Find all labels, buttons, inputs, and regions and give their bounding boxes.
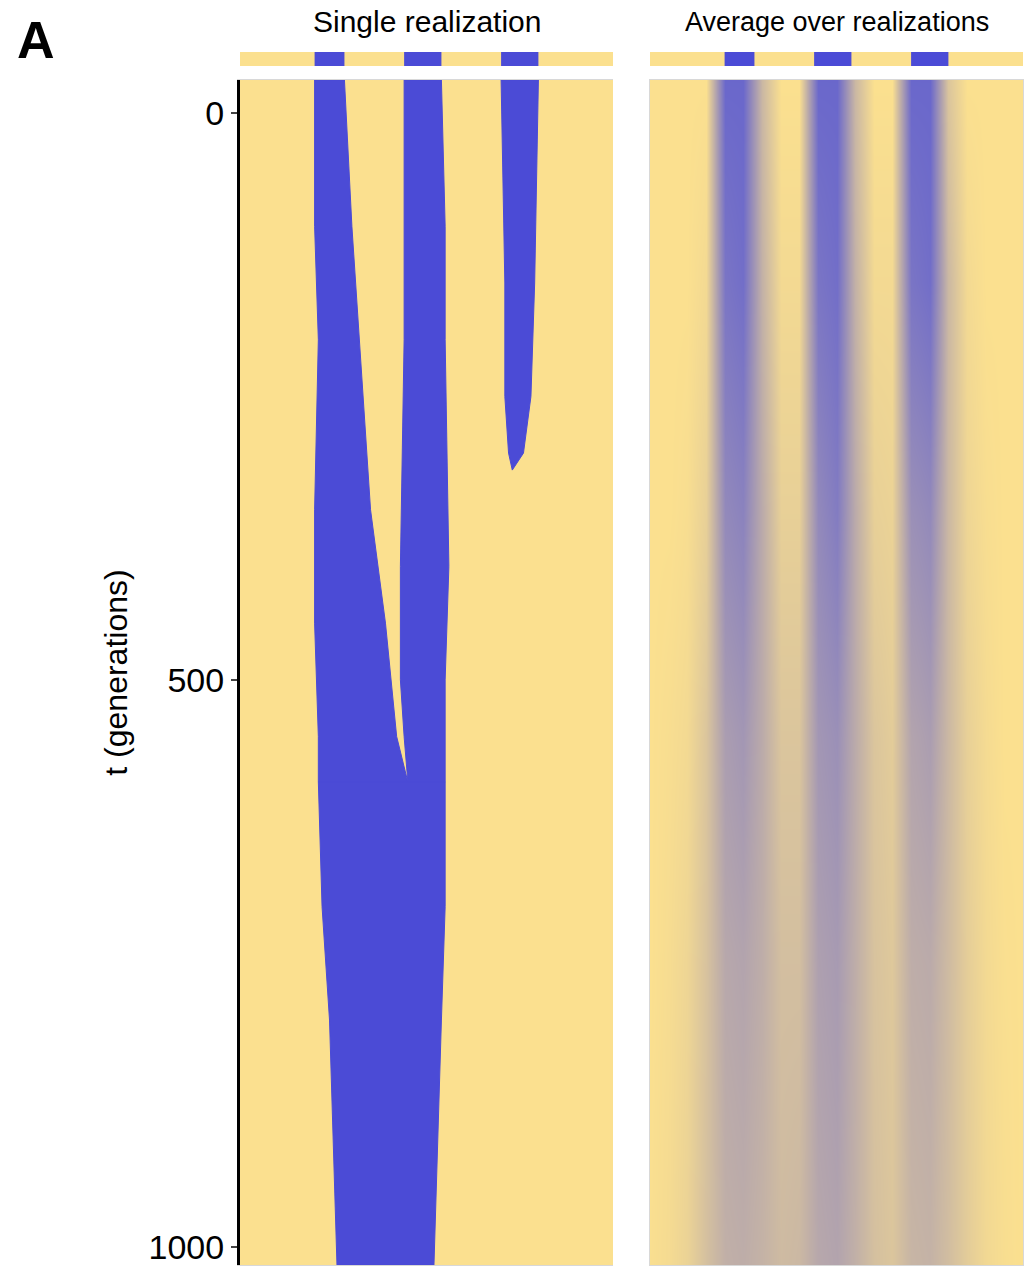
svg-text:0: 0	[205, 94, 224, 132]
svg-text:500: 500	[167, 661, 224, 699]
svg-text:Average over realizations: Average over realizations	[685, 7, 989, 37]
svg-text:A: A	[17, 11, 55, 69]
svg-text:1000: 1000	[149, 1228, 225, 1266]
svg-text:t (generations): t (generations)	[98, 569, 134, 775]
svg-text:Single realization: Single realization	[313, 5, 541, 38]
